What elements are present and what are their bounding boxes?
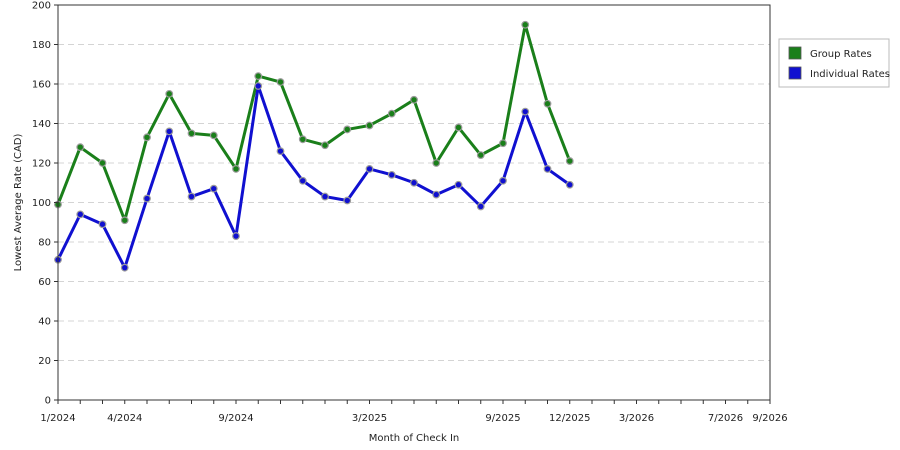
data-point-group-rates	[565, 157, 574, 165]
y-tick-label: 20	[38, 356, 51, 367]
data-point-individual-rates	[98, 220, 107, 229]
data-point-group-rates	[209, 131, 218, 140]
series-layer	[54, 20, 574, 272]
x-tick-label: 1/2024	[40, 413, 75, 424]
data-point-individual-rates	[165, 127, 174, 136]
x-tick-labels: 1/2024 4/2024 9/2024 3/2025 9/2025 12/2025 3/2…	[40, 400, 788, 424]
series-line-group-rates	[56, 23, 572, 222]
data-point-group-rates	[120, 216, 129, 225]
data-point-individual-rates	[565, 180, 574, 189]
data-point-individual-rates	[387, 170, 396, 179]
x-tick-label: 3/2025	[352, 413, 387, 424]
data-point-individual-rates	[276, 147, 285, 156]
data-point-group-rates	[410, 95, 418, 104]
data-point-group-rates	[321, 141, 329, 150]
series-line-individual-rates	[56, 84, 572, 270]
data-point-individual-rates	[209, 184, 218, 193]
x-tick-label: 9/2025	[485, 413, 520, 424]
y-tick-label: 60	[38, 277, 51, 288]
data-point-group-rates	[432, 159, 441, 167]
data-point-individual-rates	[476, 202, 485, 211]
data-point-individual-rates	[432, 190, 441, 199]
y-axis-title: Lowest Average Rate (CAD)	[13, 133, 24, 271]
legend-swatch-group-rates	[788, 46, 802, 60]
legend-swatch-individual-rates	[788, 66, 802, 80]
y-tick-label: 0	[45, 396, 51, 407]
data-point-individual-rates	[410, 178, 418, 187]
data-point-individual-rates	[187, 192, 196, 201]
y-tick-label: 120	[32, 159, 51, 170]
x-tick-label: 3/2026	[619, 413, 654, 424]
data-point-group-rates	[276, 78, 285, 86]
x-tick-label: 12/2025	[549, 413, 591, 424]
data-point-group-rates	[143, 133, 151, 142]
legend-label-individual-rates: Individual Rates	[810, 69, 890, 80]
data-point-individual-rates	[76, 210, 85, 219]
data-point-individual-rates	[232, 232, 240, 240]
x-tick-label: 9/2026	[752, 413, 787, 424]
data-point-individual-rates	[298, 176, 307, 185]
y-tick-label: 160	[32, 80, 51, 91]
x-tick-label: 4/2024	[107, 413, 142, 424]
data-point-group-rates	[232, 165, 240, 173]
data-point-group-rates	[454, 123, 463, 132]
data-point-individual-rates	[343, 196, 352, 205]
legend: Group Rates Individual Rates	[778, 38, 890, 88]
y-tick-label: 40	[38, 317, 51, 328]
x-tick-label: 9/2024	[218, 413, 253, 424]
data-point-group-rates	[365, 121, 374, 130]
data-point-group-rates	[343, 125, 352, 134]
grid-lines	[58, 44, 770, 361]
data-point-group-rates	[298, 135, 307, 144]
y-tick-label: 200	[32, 1, 51, 12]
y-tick-label: 100	[32, 198, 51, 209]
data-point-group-rates	[187, 129, 196, 138]
y-tick-label: 180	[32, 40, 51, 51]
x-axis-title: Month of Check In	[369, 433, 460, 444]
data-point-individual-rates	[254, 82, 263, 90]
data-point-group-rates	[98, 159, 107, 167]
data-point-group-rates	[521, 20, 530, 29]
y-tick-label: 140	[32, 119, 51, 130]
data-point-individual-rates	[521, 107, 530, 116]
data-point-group-rates	[543, 99, 552, 108]
data-point-individual-rates	[365, 165, 374, 173]
data-point-group-rates	[387, 109, 396, 118]
data-point-group-rates	[76, 143, 85, 152]
data-point-group-rates	[254, 72, 263, 80]
x-tick-label: 7/2026	[708, 413, 743, 424]
y-tick-label: 80	[38, 238, 51, 249]
data-point-individual-rates	[499, 176, 507, 185]
data-point-individual-rates	[454, 180, 463, 189]
data-point-individual-rates	[321, 192, 329, 201]
data-point-individual-rates	[543, 165, 552, 173]
y-tick-labels: 0 20 40 60 80 100 120 140 160 180 200	[32, 1, 58, 407]
data-point-group-rates	[476, 151, 485, 160]
data-point-individual-rates	[143, 194, 151, 203]
data-point-individual-rates	[120, 263, 129, 272]
data-point-group-rates	[499, 139, 507, 148]
data-point-group-rates	[165, 89, 174, 98]
legend-label-group-rates: Group Rates	[810, 49, 872, 60]
